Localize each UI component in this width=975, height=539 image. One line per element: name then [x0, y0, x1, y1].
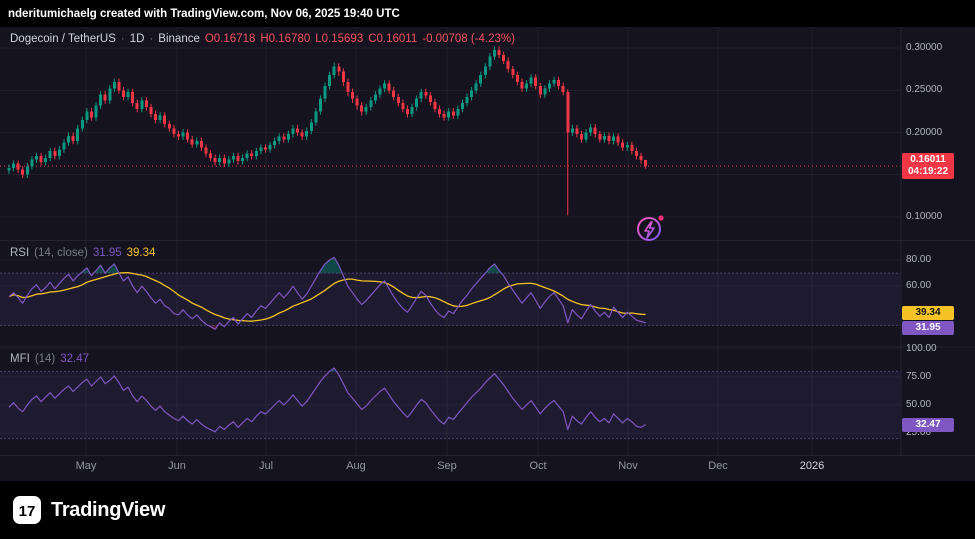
rsi-indicator-legend[interactable]: RSI (14, close) 31.95 39.34 — [10, 247, 155, 259]
legend-separator: · — [149, 33, 154, 45]
mfi-value-badge: 32.47 — [902, 417, 954, 432]
close-value: C0.16011 — [368, 33, 418, 45]
rsi-params: (14, close) — [34, 247, 88, 259]
last-price-value: 0.16011 — [910, 154, 946, 166]
price-scale[interactable] — [900, 27, 975, 455]
tradingview-logo-icon[interactable]: 17 — [12, 495, 42, 525]
footer-bar: 17 TradingView — [0, 481, 975, 539]
brand-name[interactable]: TradingView — [51, 498, 166, 521]
last-price-badge: 0.16011 04:19:22 — [902, 153, 954, 180]
mfi-indicator-legend[interactable]: MFI (14) 32.47 — [10, 353, 89, 365]
attribution-text: nderitumichaelg created with TradingView… — [8, 7, 400, 20]
rsi-title[interactable]: RSI — [10, 247, 30, 259]
attribution-bar: nderitumichaelg created with TradingView… — [0, 0, 975, 27]
mfi-value: 32.47 — [60, 353, 90, 365]
interval-label[interactable]: 1D — [129, 33, 145, 45]
logo-glyph: 17 — [19, 503, 36, 520]
time-scale[interactable] — [0, 455, 975, 481]
exchange-label[interactable]: Binance — [158, 33, 200, 45]
symbol-legend[interactable]: Dogecoin / TetherUS · 1D · Binance O0.16… — [10, 33, 515, 45]
open-value: O0.16718 — [204, 33, 256, 45]
rsi-value-badge: 31.95 — [902, 321, 954, 336]
low-value: L0.15693 — [315, 33, 364, 45]
change-value: -0.00708 (-4.23%) — [422, 33, 515, 45]
mfi-title[interactable]: MFI — [10, 353, 30, 365]
mfi-params: (14) — [34, 353, 56, 365]
symbol-name[interactable]: Dogecoin / TetherUS — [10, 33, 116, 45]
rsi-ma-value: 39.34 — [126, 247, 156, 259]
rsi-value: 31.95 — [92, 247, 122, 259]
lightning-logo-icon — [637, 215, 664, 241]
legend-separator: · — [120, 33, 125, 45]
rsi-ma-badge: 39.34 — [902, 306, 954, 321]
high-value: H0.16780 — [260, 33, 311, 45]
bar-countdown: 04:19:22 — [907, 166, 949, 178]
